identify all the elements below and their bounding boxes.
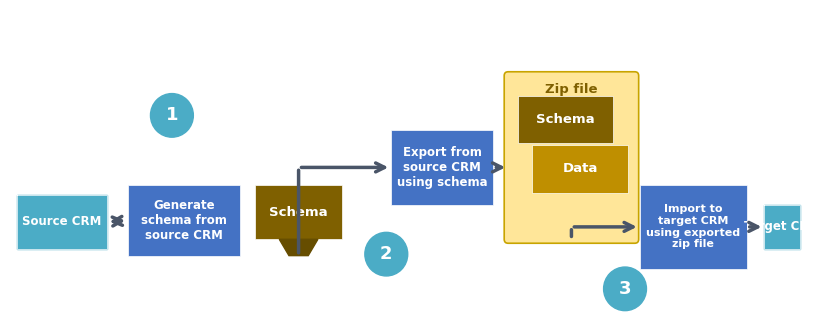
Text: 2: 2 — [380, 245, 393, 263]
Text: Source CRM: Source CRM — [22, 216, 102, 228]
Text: 1: 1 — [165, 106, 178, 125]
Polygon shape — [764, 204, 801, 249]
FancyBboxPatch shape — [128, 185, 240, 256]
Circle shape — [604, 267, 647, 311]
Text: Zip file: Zip file — [545, 83, 598, 96]
Polygon shape — [280, 239, 318, 256]
FancyBboxPatch shape — [504, 72, 638, 243]
Text: Schema: Schema — [536, 113, 595, 126]
Text: Target CRM: Target CRM — [744, 220, 820, 234]
FancyBboxPatch shape — [533, 145, 628, 193]
Circle shape — [151, 94, 194, 137]
Text: Export from
source CRM
using schema: Export from source CRM using schema — [397, 146, 488, 189]
FancyBboxPatch shape — [391, 130, 494, 204]
Text: Generate
schema from
source CRM: Generate schema from source CRM — [141, 199, 227, 242]
Text: 3: 3 — [619, 280, 631, 298]
FancyBboxPatch shape — [255, 185, 342, 239]
FancyBboxPatch shape — [518, 95, 614, 143]
Circle shape — [365, 232, 408, 276]
Text: Data: Data — [562, 162, 598, 175]
Text: Schema: Schema — [270, 205, 327, 219]
Text: Import to
target CRM
using exported
zip file: Import to target CRM using exported zip … — [646, 204, 740, 249]
Polygon shape — [17, 195, 107, 249]
FancyBboxPatch shape — [639, 185, 747, 269]
